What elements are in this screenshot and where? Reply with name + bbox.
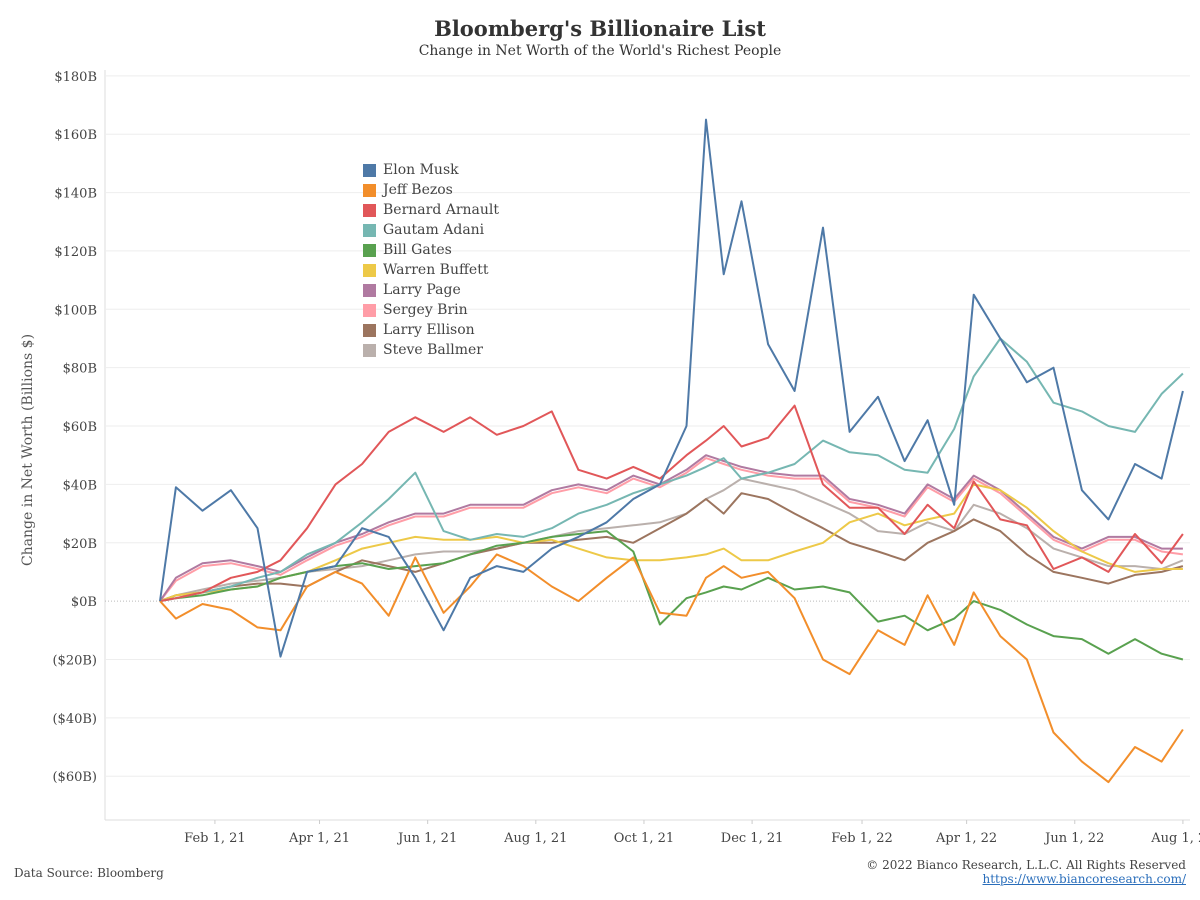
legend-label: Elon Musk — [383, 162, 459, 178]
x-tick-label: Oct 1, 21 — [614, 831, 674, 846]
x-tick-label: Jun 1, 21 — [396, 831, 457, 846]
legend-label: Warren Buffett — [383, 262, 489, 278]
legend-swatch — [363, 183, 376, 197]
legend-item-jeff-bezos: Jeff Bezos — [363, 180, 499, 200]
x-tick-label: Feb 1, 21 — [184, 831, 246, 846]
y-tick-label: $40B — [63, 478, 97, 493]
y-tick-label: ($40B) — [52, 712, 97, 727]
legend-swatch — [363, 323, 376, 337]
series-line-sergey-brin — [159, 457, 1184, 602]
legend-item-warren-buffett: Warren Buffett — [363, 260, 499, 280]
y-tick-label: $80B — [63, 362, 97, 377]
legend-swatch — [363, 223, 376, 237]
legend-swatch — [363, 343, 376, 357]
y-tick-label: ($60B) — [52, 770, 97, 785]
series-line-warren-buffett — [159, 483, 1183, 603]
x-tick-label: Aug 1, 21 — [503, 831, 567, 846]
y-tick-label: ($20B) — [52, 653, 97, 668]
x-tick-label: Aug 1, 22 — [1150, 831, 1200, 846]
x-tick-label: Apr 1, 21 — [288, 831, 350, 846]
y-tick-label: $160B — [54, 128, 97, 143]
legend-item-larry-page: Larry Page — [363, 280, 499, 300]
x-axis-ticks: Feb 1, 21 Apr 1, 21 Jun 1, 21 Aug 1, 21 Oct … — [184, 820, 1200, 846]
legend-swatch — [363, 303, 376, 317]
series-line-bernard-arnault — [159, 404, 1184, 603]
legend-swatch — [363, 163, 376, 177]
copyright-text: © 2022 Bianco Research, L.L.C. All Right… — [866, 858, 1186, 872]
legend-label: Larry Page — [383, 282, 461, 298]
x-tick-label: Jun 1, 22 — [1043, 831, 1104, 846]
series-line-elon-musk — [159, 118, 1184, 658]
series-lines — [159, 118, 1184, 784]
x-tick-label: Dec 1, 21 — [721, 831, 784, 846]
legend-label: Bernard Arnault — [383, 202, 500, 218]
series-line-gautam-adani — [159, 337, 1184, 603]
x-tick-label: Feb 1, 22 — [831, 831, 893, 846]
legend-label: Steve Ballmer — [383, 342, 483, 358]
legend-item-gautam-adani: Gautam Adani — [363, 220, 499, 240]
chart-title: Bloomberg's Billionaire List — [434, 16, 766, 41]
legend-item-elon-musk: Elon Musk — [363, 160, 499, 180]
x-tick-label: Apr 1, 22 — [935, 831, 997, 846]
legend-swatch — [363, 263, 376, 277]
series-line-bill-gates — [159, 530, 1184, 661]
y-axis-ticks: $180B $160B $140B $120B $100B $80B $60B $40B $20… — [52, 70, 97, 785]
legend-label: Sergey Brin — [383, 302, 468, 318]
legend-swatch — [363, 283, 376, 297]
legend-item-steve-ballmer: Steve Ballmer — [363, 340, 499, 360]
legend-swatch — [363, 203, 376, 217]
y-tick-label: $20B — [63, 537, 97, 552]
gridlines — [104, 70, 1190, 821]
data-source: Data Source: Bloomberg — [14, 866, 164, 880]
legend-item-bill-gates: Bill Gates — [363, 240, 499, 260]
legend-label: Jeff Bezos — [383, 182, 453, 198]
legend: Elon Musk Jeff Bezos Bernard Arnault Gautam… — [363, 160, 499, 360]
legend-label: Gautam Adani — [383, 222, 485, 238]
y-tick-label: $60B — [63, 420, 97, 435]
legend-swatch — [363, 243, 376, 257]
y-tick-label: $0B — [71, 595, 97, 610]
copyright-block: © 2022 Bianco Research, L.L.C. All Right… — [866, 858, 1186, 886]
legend-label: Bill Gates — [383, 242, 452, 258]
y-tick-label: $120B — [54, 245, 97, 260]
legend-label: Larry Ellison — [383, 322, 475, 338]
chart-subtitle: Change in Net Worth of the World's Riche… — [418, 43, 782, 59]
legend-item-bernard-arnault: Bernard Arnault — [363, 200, 499, 220]
legend-item-larry-ellison: Larry Ellison — [363, 320, 499, 340]
y-tick-label: $180B — [54, 70, 97, 85]
y-tick-label: $100B — [54, 303, 97, 318]
website-link[interactable]: https://www.biancoresearch.com/ — [982, 872, 1186, 886]
legend-item-sergey-brin: Sergey Brin — [363, 300, 499, 320]
series-line-jeff-bezos — [159, 553, 1184, 784]
y-tick-label: $140B — [54, 187, 97, 202]
